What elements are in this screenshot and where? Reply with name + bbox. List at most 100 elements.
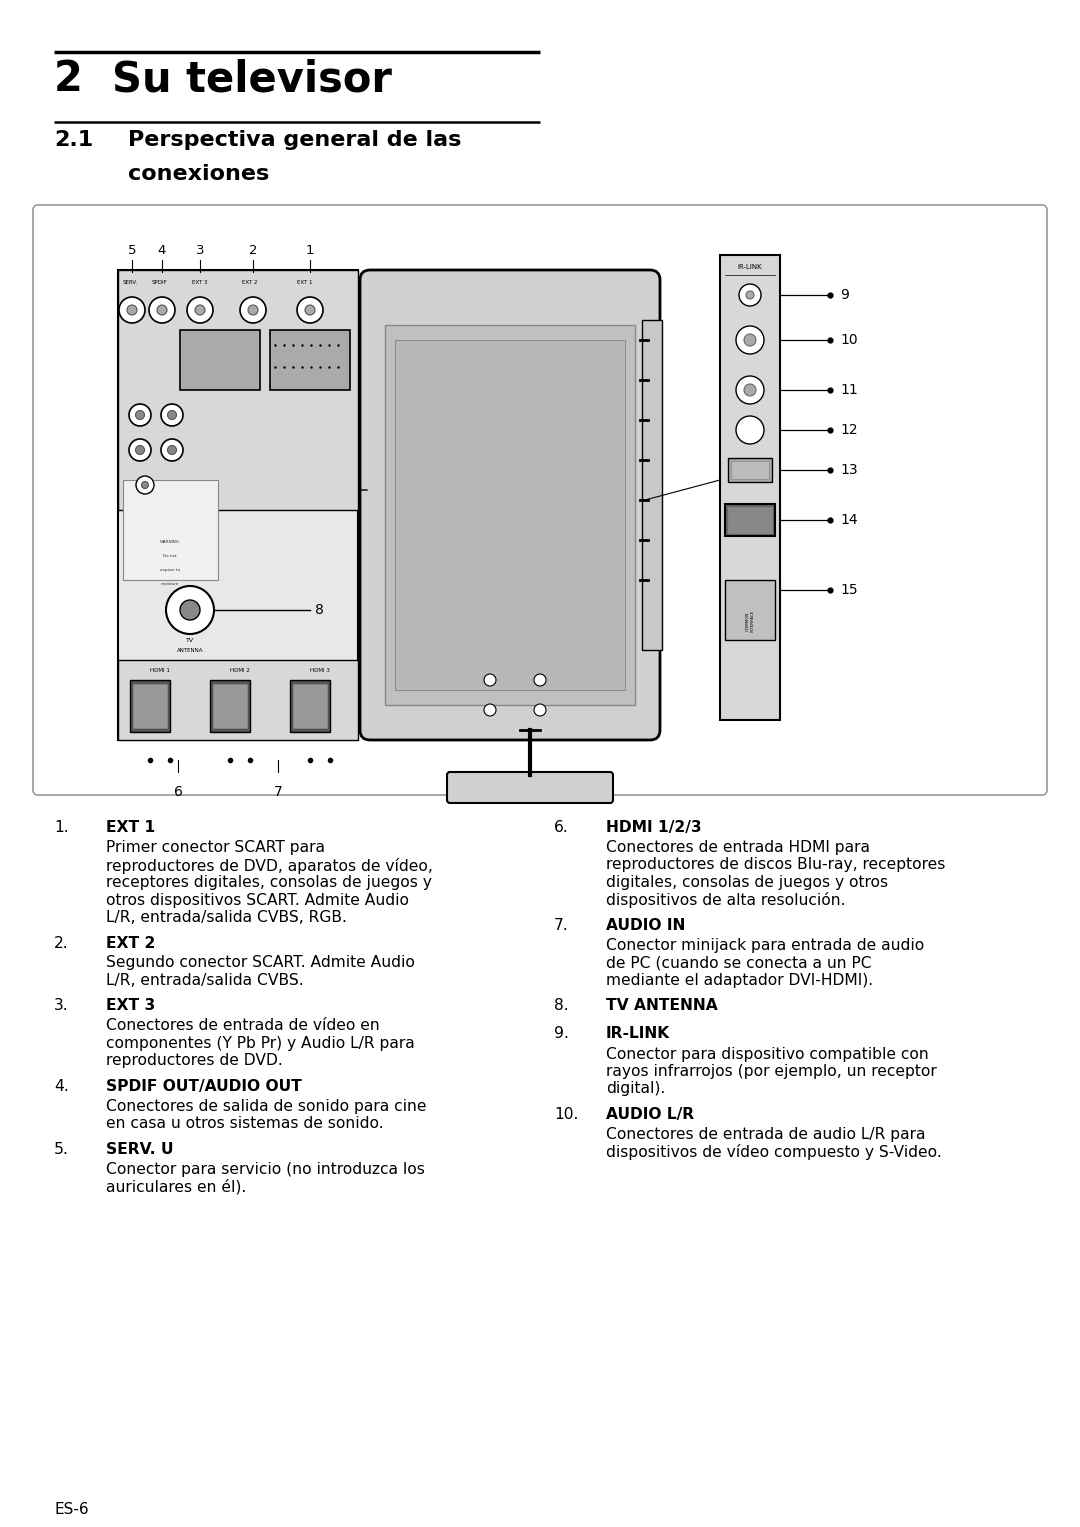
Circle shape: [744, 334, 756, 347]
Text: reproductores de discos Blu-ray, receptores: reproductores de discos Blu-ray, recepto…: [606, 858, 945, 872]
Text: en casa u otros sistemas de sonido.: en casa u otros sistemas de sonido.: [106, 1116, 383, 1132]
Text: 4: 4: [158, 244, 166, 257]
Text: dispositivos de vídeo compuesto y S-Video.: dispositivos de vídeo compuesto y S-Vide…: [606, 1145, 942, 1161]
Text: 1.: 1.: [54, 820, 69, 835]
Circle shape: [149, 296, 175, 324]
Circle shape: [166, 586, 214, 634]
Circle shape: [297, 296, 323, 324]
Text: expose to: expose to: [160, 568, 180, 573]
Text: HDMI 1/2/3: HDMI 1/2/3: [606, 820, 702, 835]
Text: reproductores de DVD.: reproductores de DVD.: [106, 1054, 283, 1069]
Circle shape: [180, 600, 200, 620]
Text: Conector minijack para entrada de audio: Conector minijack para entrada de audio: [606, 938, 924, 953]
Text: 3: 3: [195, 244, 204, 257]
Text: Conectores de entrada de vídeo en: Conectores de entrada de vídeo en: [106, 1019, 380, 1034]
Text: receptores digitales, consolas de juegos y: receptores digitales, consolas de juegos…: [106, 875, 432, 890]
Text: 10.: 10.: [554, 1107, 579, 1122]
Text: IR-LINK: IR-LINK: [738, 264, 762, 270]
Bar: [384, 325, 635, 705]
Text: EXT 1: EXT 1: [106, 820, 156, 835]
Circle shape: [735, 376, 764, 405]
Text: AUDIO L/R: AUDIO L/R: [606, 1107, 694, 1122]
Text: 13: 13: [840, 463, 858, 476]
Text: 2: 2: [248, 244, 257, 257]
Text: ANTENNA: ANTENNA: [177, 647, 203, 654]
Text: COMMON
INTERFACE: COMMON INTERFACE: [745, 609, 754, 632]
Text: rayos infrarrojos (por ejemplo, un receptor: rayos infrarrojos (por ejemplo, un recep…: [606, 1064, 936, 1080]
Circle shape: [735, 415, 764, 444]
Text: TV ANTENNA: TV ANTENNA: [606, 999, 718, 1014]
Text: SERV.: SERV.: [122, 279, 137, 286]
Circle shape: [157, 305, 167, 315]
Circle shape: [534, 673, 546, 686]
Circle shape: [167, 411, 176, 420]
Text: dispositivos de alta resolución.: dispositivos de alta resolución.: [606, 892, 846, 909]
Text: Conectores de salida de sonido para cine: Conectores de salida de sonido para cine: [106, 1099, 427, 1115]
Circle shape: [195, 305, 205, 315]
Text: 8: 8: [315, 603, 324, 617]
Circle shape: [484, 673, 496, 686]
Bar: [728, 507, 772, 533]
Text: 4.: 4.: [54, 1080, 69, 1093]
Circle shape: [484, 704, 496, 716]
Text: 1: 1: [306, 244, 314, 257]
Bar: [642, 321, 662, 651]
Circle shape: [129, 405, 151, 426]
Circle shape: [746, 292, 754, 299]
Text: Do not: Do not: [163, 554, 177, 557]
Text: SERV. U: SERV. U: [106, 1142, 174, 1157]
Text: HDMI 3: HDMI 3: [310, 667, 329, 673]
Text: Primer conector SCART para: Primer conector SCART para: [106, 840, 325, 855]
Bar: [731, 461, 769, 479]
Bar: [270, 330, 350, 389]
Circle shape: [135, 446, 145, 455]
Bar: [133, 684, 167, 728]
Circle shape: [141, 481, 149, 489]
Text: EXT 3: EXT 3: [192, 279, 207, 286]
Circle shape: [129, 438, 151, 461]
Text: Perspectiva general de las: Perspectiva general de las: [129, 130, 461, 150]
Text: componentes (Y Pb Pr) y Audio L/R para: componentes (Y Pb Pr) y Audio L/R para: [106, 1035, 415, 1051]
Circle shape: [240, 296, 266, 324]
Text: EXT 2: EXT 2: [242, 279, 258, 286]
Circle shape: [136, 476, 154, 495]
Text: WARNING: WARNING: [160, 541, 180, 544]
FancyBboxPatch shape: [360, 270, 660, 741]
Circle shape: [305, 305, 315, 315]
Text: L/R, entrada/salida CVBS, RGB.: L/R, entrada/salida CVBS, RGB.: [106, 910, 347, 925]
Text: 9.: 9.: [554, 1026, 569, 1041]
Circle shape: [167, 446, 176, 455]
Text: 2.: 2.: [54, 936, 69, 950]
Text: mediante el adaptador DVI-HDMI).: mediante el adaptador DVI-HDMI).: [606, 973, 873, 988]
Text: EXT 2: EXT 2: [106, 936, 156, 950]
Bar: [720, 255, 780, 721]
Text: otros dispositivos SCART. Admite Audio: otros dispositivos SCART. Admite Audio: [106, 892, 409, 907]
Text: Segundo conector SCART. Admite Audio: Segundo conector SCART. Admite Audio: [106, 956, 415, 971]
Bar: [130, 680, 170, 731]
Text: 8.: 8.: [554, 999, 569, 1014]
Text: 6.: 6.: [554, 820, 569, 835]
Text: 15: 15: [840, 583, 858, 597]
Bar: [293, 684, 327, 728]
Circle shape: [534, 704, 546, 716]
Text: L/R, entrada/salida CVBS.: L/R, entrada/salida CVBS.: [106, 973, 303, 988]
Text: Su televisor: Su televisor: [112, 58, 392, 99]
Text: 7: 7: [273, 785, 282, 799]
Text: Conector para servicio (no introduzca los: Conector para servicio (no introduzca lo…: [106, 1162, 424, 1177]
Text: 5.: 5.: [54, 1142, 69, 1157]
Circle shape: [739, 284, 761, 305]
Text: conexiones: conexiones: [129, 163, 269, 183]
Bar: [728, 458, 772, 483]
Circle shape: [735, 325, 764, 354]
Text: EXT 1: EXT 1: [297, 279, 313, 286]
Circle shape: [127, 305, 137, 315]
Text: 6: 6: [174, 785, 183, 799]
Bar: [118, 270, 357, 741]
FancyBboxPatch shape: [447, 773, 613, 803]
Text: SPDIF OUT/AUDIO OUT: SPDIF OUT/AUDIO OUT: [106, 1080, 301, 1093]
Text: ES-6: ES-6: [54, 1503, 89, 1516]
Bar: [395, 341, 625, 690]
Text: Conector para dispositivo compatible con: Conector para dispositivo compatible con: [606, 1046, 929, 1061]
Text: 11: 11: [840, 383, 858, 397]
Circle shape: [744, 383, 756, 395]
